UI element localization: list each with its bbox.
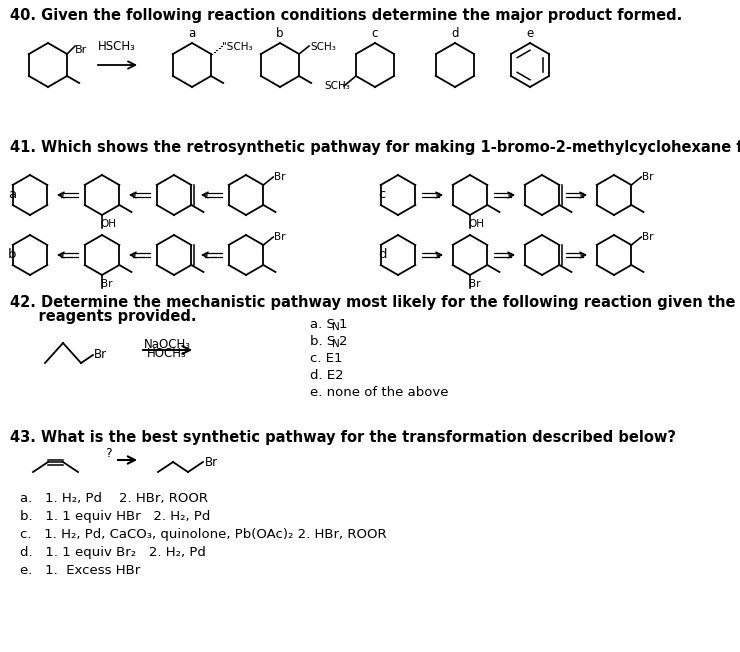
Text: d.   1. 1 equiv Br₂   2. H₂, Pd: d. 1. 1 equiv Br₂ 2. H₂, Pd xyxy=(20,546,206,559)
Text: b. S: b. S xyxy=(310,335,335,348)
Text: NaOCH₃: NaOCH₃ xyxy=(144,338,190,351)
Text: d. E2: d. E2 xyxy=(310,369,343,382)
Text: e.   1.  Excess HBr: e. 1. Excess HBr xyxy=(20,564,141,577)
Text: N: N xyxy=(332,322,340,332)
Text: c.   1. H₂, Pd, CaCO₃, quinolone, Pb(OAc)₂ 2. HBr, ROOR: c. 1. H₂, Pd, CaCO₃, quinolone, Pb(OAc)₂… xyxy=(20,528,386,541)
Text: d: d xyxy=(451,27,459,40)
Text: b: b xyxy=(276,27,283,40)
Text: reagents provided.: reagents provided. xyxy=(18,309,197,324)
Text: "SCH₃: "SCH₃ xyxy=(222,42,252,52)
Text: ?: ? xyxy=(104,447,111,460)
Text: c. E1: c. E1 xyxy=(310,352,343,365)
Text: Br: Br xyxy=(94,349,107,361)
Text: Br: Br xyxy=(101,279,112,289)
Text: a: a xyxy=(8,188,16,201)
Text: Br: Br xyxy=(642,172,654,182)
Text: HSCH₃: HSCH₃ xyxy=(98,40,136,53)
Text: OH: OH xyxy=(468,219,484,229)
Text: e. none of the above: e. none of the above xyxy=(310,386,448,399)
Text: SCH₃: SCH₃ xyxy=(324,81,350,91)
Text: Br: Br xyxy=(275,172,286,182)
Text: a.   1. H₂, Pd    2. HBr, ROOR: a. 1. H₂, Pd 2. HBr, ROOR xyxy=(20,492,208,505)
Text: d: d xyxy=(378,248,386,261)
Text: a. S: a. S xyxy=(310,318,335,331)
Text: Br: Br xyxy=(642,232,654,242)
Text: c: c xyxy=(378,188,386,201)
Text: Br: Br xyxy=(469,279,480,289)
Text: 43. What is the best synthetic pathway for the transformation described below?: 43. What is the best synthetic pathway f… xyxy=(10,430,676,445)
Text: Br: Br xyxy=(75,45,87,55)
Text: Br: Br xyxy=(275,232,286,242)
Text: e: e xyxy=(526,27,534,40)
Text: HOCH₃: HOCH₃ xyxy=(147,347,187,360)
Text: c: c xyxy=(371,27,378,40)
Text: 40. Given the following reaction conditions determine the major product formed.: 40. Given the following reaction conditi… xyxy=(10,8,682,23)
Text: Br: Br xyxy=(205,456,218,469)
Text: b.   1. 1 equiv HBr   2. H₂, Pd: b. 1. 1 equiv HBr 2. H₂, Pd xyxy=(20,510,210,523)
Text: SCH₃: SCH₃ xyxy=(310,42,336,52)
Text: a: a xyxy=(189,27,195,40)
Text: 1: 1 xyxy=(339,318,348,331)
Text: N: N xyxy=(332,339,340,349)
Text: 2: 2 xyxy=(339,335,348,348)
Text: 41. Which shows the retrosynthetic pathway for making 1-bromo-2-methylcyclohexan: 41. Which shows the retrosynthetic pathw… xyxy=(10,140,740,155)
Text: OH: OH xyxy=(100,219,116,229)
Text: 42. Determine the mechanistic pathway most likely for the following reaction giv: 42. Determine the mechanistic pathway mo… xyxy=(10,295,740,310)
Text: b: b xyxy=(8,248,16,261)
